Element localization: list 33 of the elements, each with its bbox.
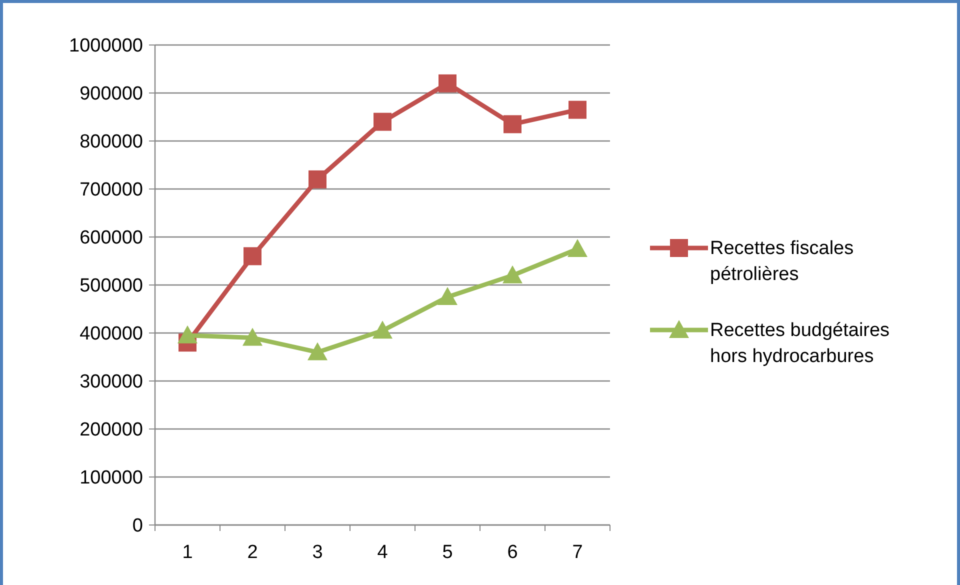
legend-label: Recettes budgétaires hors hydrocarbures [710,320,890,367]
point [308,342,328,360]
point [244,247,262,266]
x-tick-label: 2 [247,542,258,563]
x-tick-label: 4 [377,542,388,563]
y-tick-label: 500000 [80,276,143,297]
point [504,115,522,134]
point [242,328,262,346]
y-tick-label: 600000 [80,228,143,249]
y-tick-label: 800000 [80,132,143,153]
x-tick-label: 1 [182,542,193,563]
legend-label: Recettes fiscales pétrolières [710,238,854,285]
point [308,170,326,188]
y-tick-label: 100000 [80,468,143,489]
y-tick-label: 300000 [80,372,143,393]
y-tick-label: 400000 [80,324,143,345]
point [502,265,522,284]
point [374,112,392,131]
y-tick-label: 700000 [80,180,143,201]
x-tick-label: 3 [312,542,323,563]
x-tick-label: 5 [442,542,453,563]
y-tick-label: 1000000 [69,36,143,57]
point [568,239,588,257]
point [438,74,456,92]
point [372,320,392,339]
x-tick-label: 6 [507,542,518,563]
y-tick-label: 200000 [80,420,143,441]
y-tick-label: 0 [132,516,143,537]
point [438,287,458,305]
point [568,100,586,119]
x-tick-label: 7 [572,542,583,563]
y-tick-label: 900000 [80,84,143,105]
point [178,325,198,344]
